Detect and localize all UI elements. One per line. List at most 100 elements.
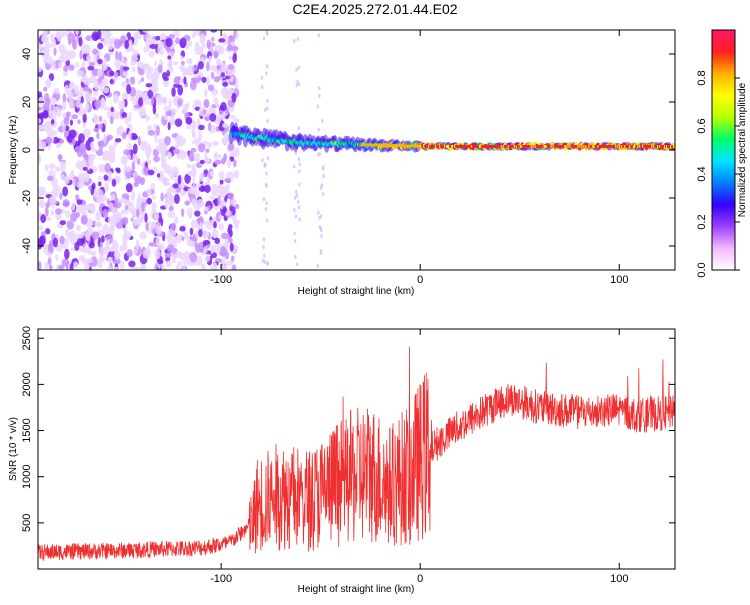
spectrogram-noise-cell <box>165 260 172 268</box>
spectrogram-noise-cell <box>202 240 211 245</box>
spectrogram-noise-cell <box>186 124 194 130</box>
spectrogram-noise-cell <box>97 58 103 65</box>
spectrogram-noise-cell <box>181 208 185 218</box>
spectrogram-noise-cell <box>218 258 222 264</box>
spectrogram-noise-cell <box>66 90 74 100</box>
spectrogram-noise-cell <box>153 156 160 163</box>
spectrogram-noise-cell <box>214 154 222 159</box>
spectrogram-noise-cell <box>145 83 153 88</box>
spectrogram-noise-cell <box>46 78 52 89</box>
spectrogram-noise-cell <box>186 239 193 247</box>
spectrogram-noise-cell <box>178 149 185 160</box>
spectrogram-noise-cell <box>168 98 172 109</box>
spectrogram-noise-cell <box>164 115 169 120</box>
spectrogram-noise-cell <box>215 257 220 263</box>
spectrogram-noise-cell <box>76 233 84 239</box>
spectrogram-noise-cell <box>232 53 237 64</box>
spectrogram-noise-cell <box>204 184 211 193</box>
spectrogram-noise-cell <box>184 200 191 206</box>
spectrogram-noise-cell <box>161 158 167 168</box>
spectrogram-noise-cell <box>97 68 103 77</box>
spectrogram-noise-cell <box>79 87 84 98</box>
spectrogram-noise-cell <box>61 31 66 37</box>
spectrogram-noise-cell <box>211 36 215 42</box>
spectrogram-noise-cell <box>123 60 128 67</box>
spectrogram-noise-cell <box>295 262 299 267</box>
spectrogram-noise-cell <box>126 154 132 161</box>
spectrogram-noise-cell <box>126 249 133 258</box>
snr-y-tick-label: 1000 <box>21 464 33 488</box>
colorbar-tick-label: 0.8 <box>696 70 708 85</box>
spectrogram-noise-cell <box>46 175 54 181</box>
spectrogram-noise-cell <box>148 50 155 58</box>
spectrogram-noise-cell <box>151 222 157 229</box>
spectrogram-noise-cell <box>96 198 103 204</box>
spectrogram-noise-cell <box>181 191 187 196</box>
spectrogram-noise-cell <box>231 92 237 103</box>
spectrogram-noise-cell <box>74 30 80 36</box>
spectrogram-noise-cell <box>193 99 201 105</box>
spectrogram-noise-cell <box>106 37 114 44</box>
spectrogram-noise-cell <box>180 60 185 66</box>
spectrogram-noise-cell <box>168 116 176 126</box>
spectrogram-noise-cell <box>38 66 42 73</box>
spectrogram-noise-cell <box>61 101 67 111</box>
spectrogram-noise-cell <box>191 132 197 139</box>
spectrogram-x-ticks: -100 0 100 <box>210 30 628 286</box>
spectrogram-noise-cell <box>116 111 120 116</box>
spectrogram-noise-cell <box>63 65 69 72</box>
spectrogram-noise-cell <box>132 135 138 140</box>
spectrogram-noise-cell <box>293 231 296 236</box>
spectrogram-noise-cell <box>162 181 171 186</box>
spectrogram-noise-cell <box>116 126 124 135</box>
spectrogram-noise-cell <box>149 38 158 45</box>
spectrogram-noise-cell <box>206 76 211 87</box>
spectrogram-noise-cell <box>52 187 59 198</box>
spectrogram-noise-cell <box>70 169 75 178</box>
spectrogram-noise-cell <box>163 76 169 82</box>
spectrogram-noise-cell <box>174 177 178 186</box>
spectrogram-noise-cell <box>318 93 321 98</box>
spectrogram-noise-cell <box>45 216 52 222</box>
spectrogram-noise-cell <box>72 138 76 146</box>
spectrogram-noise-cell <box>70 212 78 222</box>
spectrogram-noise-cell <box>298 169 301 174</box>
spectrogram-noise-cell <box>39 46 47 56</box>
spectrogram-noise-cell <box>111 178 117 187</box>
spectrogram-noise-cell <box>225 185 230 194</box>
spectrogram-noise-cell <box>98 254 103 264</box>
spectrogram-noise-cell <box>209 64 217 72</box>
spectrogram-noise-cell <box>82 44 91 55</box>
spectrogram-noise-cell <box>164 252 172 258</box>
spectrogram-noise-cell <box>90 141 95 150</box>
spectrogram-noise-cell <box>210 244 215 255</box>
spectrogram-noise-cell <box>234 221 239 230</box>
spectrogram-noise-cell <box>62 93 67 103</box>
spectrogram-noise-cell <box>171 87 176 97</box>
spectrogram-noise-cell <box>139 216 144 223</box>
spectrogram-noise-cell <box>224 251 230 260</box>
spectrogram-noise-cell <box>207 141 212 149</box>
spectrogram-noise-cell <box>44 163 49 172</box>
spectrogram-x-tick-label: 100 <box>610 274 628 286</box>
spectrogram-noise-cell <box>168 66 174 73</box>
spectrogram-noise-cell <box>138 192 142 204</box>
spectrogram-noise-cell <box>133 181 139 188</box>
spectrogram-noise-cell <box>195 183 202 188</box>
spectrogram-noise-cell <box>153 213 159 221</box>
spectrogram-noise-cell <box>154 131 158 143</box>
spectrogram-noise-cell <box>319 214 323 219</box>
spectrogram-noise-cell <box>120 64 124 76</box>
spectrogram-noise-cell <box>213 75 221 83</box>
spectrogram-noise-cell <box>152 195 157 200</box>
spectrogram-noise-cell <box>204 116 211 121</box>
spectrogram-noise-cell <box>173 148 180 155</box>
spectrogram-noise-cell <box>44 261 49 270</box>
snr-x-tick-label: -100 <box>210 573 232 585</box>
spectrogram-noise-cell <box>62 186 69 197</box>
spectrogram-noise-cell <box>57 224 64 229</box>
spectrogram-noise-cell <box>84 263 90 270</box>
spectrogram-noise-cell <box>187 187 191 194</box>
spectrogram-noise-cell <box>187 262 195 267</box>
spectrogram-noise-cell <box>188 151 195 162</box>
